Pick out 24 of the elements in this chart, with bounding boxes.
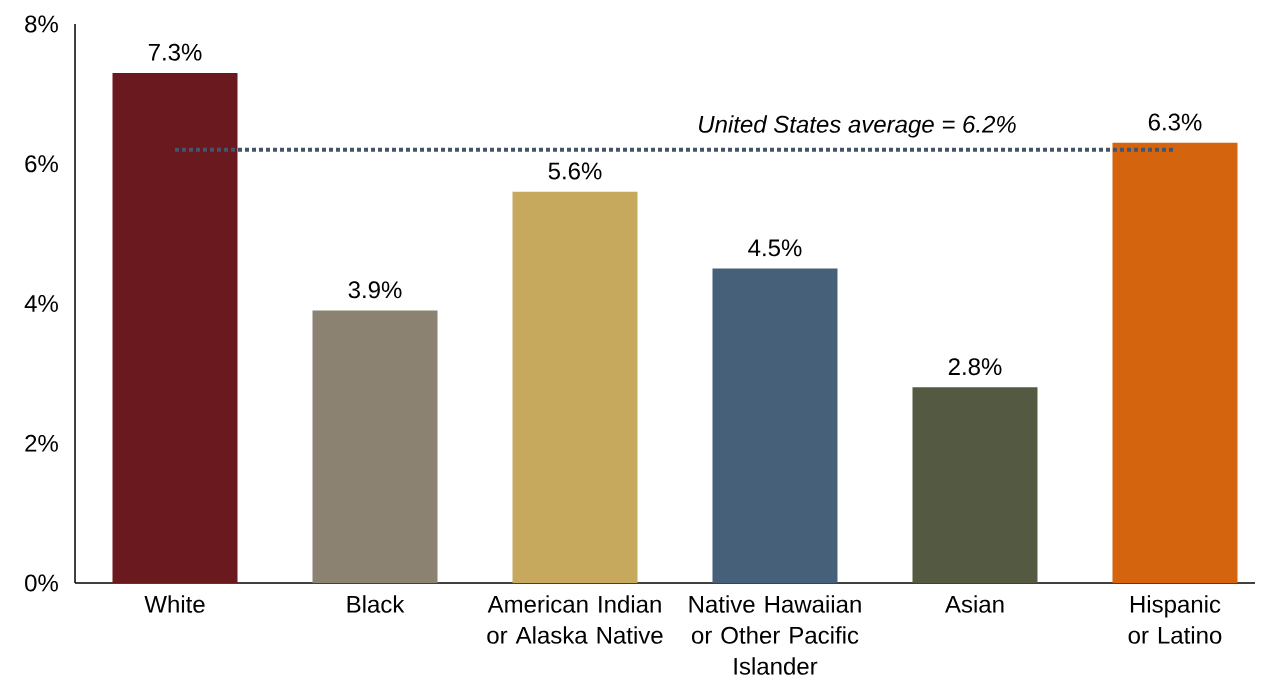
bar xyxy=(1112,142,1238,583)
x-tick-label: Asian xyxy=(945,595,1004,613)
y-tick-label: 8% xyxy=(25,15,58,33)
x-tick-label: Native Hawaiian or Other Pacific Islander xyxy=(689,595,861,675)
y-tick-label: 4% xyxy=(24,295,58,312)
data-label: 3.9% xyxy=(348,281,402,299)
x-tick-label: Black xyxy=(347,595,405,613)
bar xyxy=(712,268,838,583)
data-label: 5.6% xyxy=(548,162,602,180)
data-label: 2.8% xyxy=(948,358,1002,376)
x-tick-label: American Indian or Alaska Native xyxy=(487,595,663,644)
x-tick-label: Hispanic or Latino xyxy=(1128,595,1222,644)
bar xyxy=(112,72,238,583)
y-tick-label: 6% xyxy=(25,155,58,173)
data-label: 4.5% xyxy=(748,239,802,257)
ref-line-label: United States average = 6.2% xyxy=(699,115,1016,138)
x-tick-label: White xyxy=(144,595,205,613)
data-label: 7.3% xyxy=(148,43,202,61)
bar xyxy=(912,387,1038,583)
y-tick-label: 0% xyxy=(25,574,58,592)
bar xyxy=(512,191,638,583)
data-label: 6.3% xyxy=(1148,113,1202,131)
bar xyxy=(312,310,438,583)
y-tick-label: 2% xyxy=(25,434,58,452)
